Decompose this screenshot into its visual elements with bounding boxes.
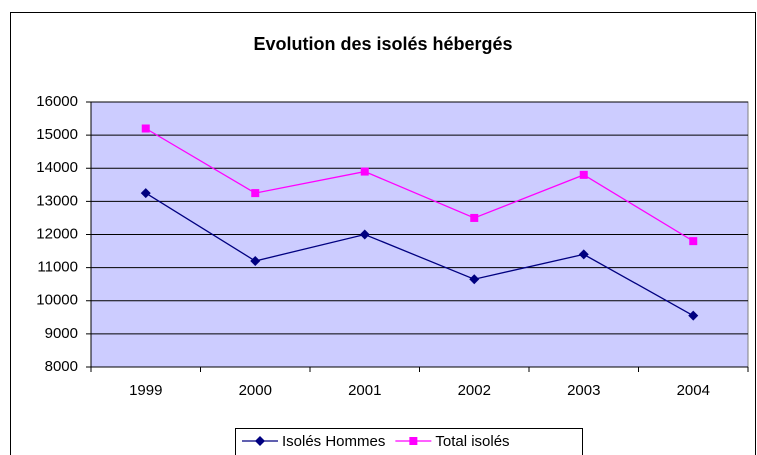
marker	[409, 437, 418, 445]
legend-label: Isolés Hommes	[282, 433, 385, 450]
x-tick-label: 2000	[239, 382, 272, 399]
marker	[141, 124, 150, 133]
y-tick-label: 16000	[36, 93, 78, 110]
y-tick-label: 11000	[37, 259, 78, 276]
series-line	[145, 127, 694, 242]
x-tick-label: 2003	[567, 382, 600, 399]
chart-title: Evolution des isolés hébergés	[253, 34, 512, 54]
marker	[469, 274, 480, 285]
y-tick-label: 12000	[36, 225, 78, 242]
y-tick-label: 13000	[36, 192, 78, 209]
marker	[140, 188, 151, 199]
marker	[251, 189, 260, 198]
legend-box	[235, 428, 583, 455]
marker	[250, 256, 261, 266]
marker	[578, 249, 589, 260]
marker	[689, 237, 698, 246]
marker	[255, 436, 265, 446]
y-tick-label: 14000	[36, 159, 78, 176]
y-tick-label: 10000	[36, 292, 78, 309]
x-tick-label: 1999	[129, 382, 162, 399]
marker	[360, 167, 369, 176]
y-tick-label: 8000	[45, 358, 78, 375]
marker	[579, 170, 588, 179]
y-tick-label: 9000	[45, 325, 78, 342]
marker	[470, 213, 479, 222]
y-tick-label: 15000	[36, 126, 78, 143]
x-tick-label: 2002	[458, 382, 491, 399]
x-tick-label: 2004	[677, 382, 710, 399]
series-line	[145, 192, 694, 317]
legend-label: Total isolés	[435, 433, 509, 450]
marker	[359, 229, 370, 240]
marker	[688, 310, 699, 321]
x-tick-label: 2001	[348, 382, 381, 399]
